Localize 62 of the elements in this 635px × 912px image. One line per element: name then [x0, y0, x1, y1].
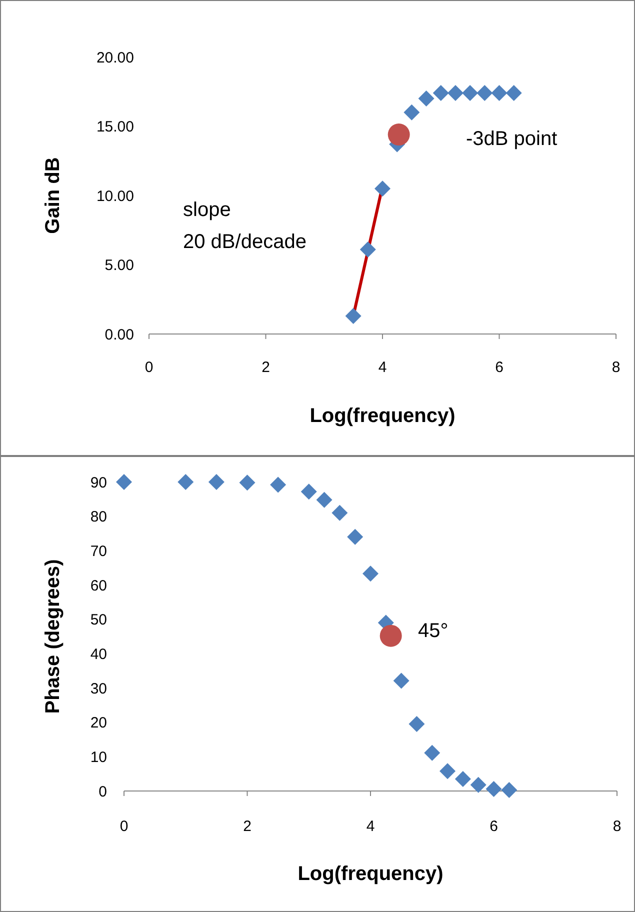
y-axis-title: Phase (degrees): [42, 559, 64, 714]
point: [432, 85, 449, 102]
annotation: slope 20 dB/decade: [183, 199, 306, 253]
annotation: 45°: [418, 620, 448, 642]
y-tick-label: 90: [90, 474, 107, 492]
point: [362, 566, 378, 582]
point: [332, 504, 348, 521]
x-tick-label: 8: [612, 818, 622, 835]
point: [388, 124, 410, 146]
point: [440, 763, 456, 780]
y-tick-label: 20: [90, 714, 107, 732]
point: [300, 484, 317, 500]
y-tick-label: 50: [90, 612, 107, 629]
x-tick-label: 6: [490, 818, 498, 835]
point: [470, 776, 486, 793]
point: [476, 85, 493, 102]
y-tick-label: 5.00: [104, 257, 134, 274]
y-tick-label: 10: [90, 748, 107, 766]
point: [447, 85, 464, 102]
point: [347, 528, 364, 545]
x-axis-title: Log(frequency): [298, 863, 444, 885]
y-tick-label: 10.00: [96, 188, 134, 205]
annotation: -3dB point: [466, 128, 558, 150]
point: [404, 104, 420, 120]
point: [316, 492, 332, 508]
point: [178, 474, 194, 490]
y-tick-label: 80: [90, 508, 107, 526]
y-tick-label: 0.00: [104, 326, 134, 344]
y-tick-label: 40: [90, 646, 107, 663]
x-tick-label: 2: [262, 359, 270, 376]
point: [501, 782, 518, 798]
y-tick-label: 20.00: [96, 49, 134, 66]
point: [345, 308, 362, 324]
point: [116, 474, 132, 490]
x-tick-label: 8: [612, 359, 620, 376]
point: [408, 716, 425, 732]
y-axis-title: Gain dB: [42, 157, 64, 234]
x-tick-label: 0: [144, 359, 154, 376]
point: [393, 672, 410, 689]
point: [486, 780, 502, 797]
y-tick-label: 70: [90, 542, 107, 560]
point: [239, 474, 256, 491]
point: [270, 476, 286, 493]
point: [208, 474, 224, 490]
x-axis-title: Log(frequency): [310, 405, 456, 427]
y-tick-label: 30: [90, 680, 107, 698]
point: [360, 242, 376, 258]
x-tick-label: 4: [366, 818, 375, 835]
point: [506, 85, 522, 102]
x-tick-label: 2: [243, 818, 252, 835]
y-tick-label: 60: [90, 577, 107, 594]
point: [424, 744, 440, 761]
x-tick-label: 4: [378, 359, 387, 376]
point: [491, 85, 508, 102]
y-tick-label: 15.00: [96, 118, 134, 136]
point: [418, 90, 434, 107]
point: [462, 85, 478, 102]
point: [374, 180, 390, 197]
point: [454, 770, 471, 787]
x-tick-label: 6: [495, 359, 504, 376]
y-tick-label: 0: [98, 783, 107, 800]
point: [380, 624, 402, 647]
